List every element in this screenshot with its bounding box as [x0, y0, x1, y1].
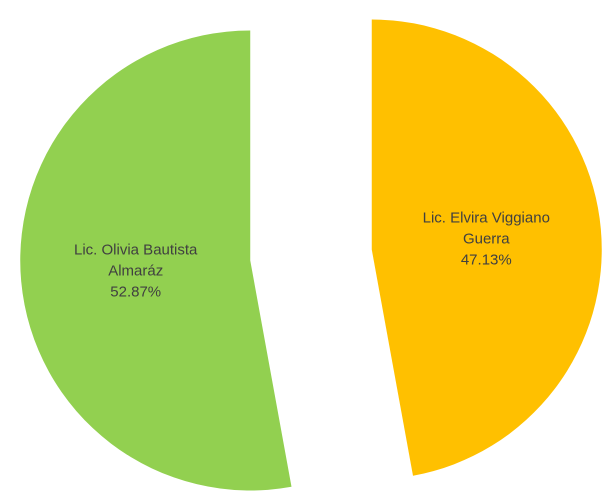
pie-slice [371, 19, 602, 476]
slice-value: 52.87% [110, 283, 162, 301]
slice-value: 47.13% [460, 251, 512, 269]
slice-label: Lic. Elvira Viggiano Guerra 47.13% [422, 208, 550, 271]
slice-category: Lic. Olivia Bautista Almaráz [74, 241, 198, 280]
pie-slice [20, 30, 292, 491]
slice-label: Lic. Olivia Bautista Almaráz 52.87% [72, 239, 200, 302]
slice-category: Lic. Elvira Viggiano Guerra [422, 209, 550, 248]
